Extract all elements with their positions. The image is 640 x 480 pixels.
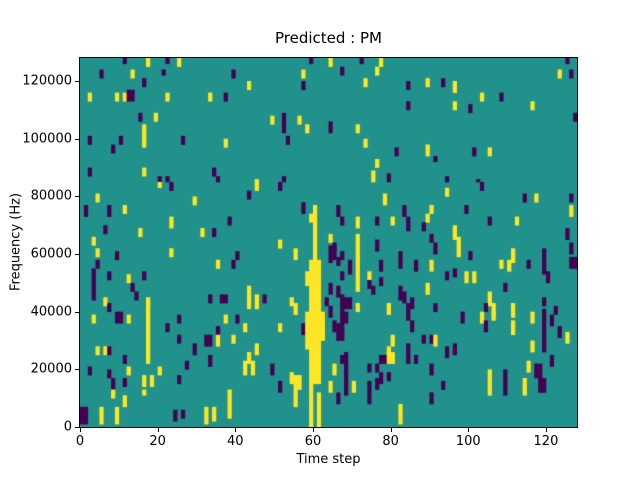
plot-area (79, 57, 578, 428)
x-tick-label: 100 (455, 434, 481, 449)
x-tick-label: 20 (149, 434, 166, 449)
y-tick-label: 60000 (30, 246, 72, 262)
y-tick-label: 80000 (30, 188, 72, 204)
x-tick-label: 120 (533, 434, 559, 449)
x-tick-mark (80, 428, 81, 432)
y-tick-mark (75, 81, 79, 83)
x-tick-label: 40 (227, 434, 244, 449)
x-tick-mark (312, 428, 314, 432)
x-tick-label: 60 (304, 434, 322, 449)
y-axis-label-text: Frequency (Hz) (8, 192, 24, 292)
y-tick-mark (75, 369, 79, 371)
y-tick-label: 40000 (30, 304, 72, 320)
y-tick-label: 0 (63, 419, 72, 435)
y-tick-mark (75, 427, 79, 428)
x-tick-mark (545, 428, 547, 432)
x-tick-mark (390, 428, 392, 432)
x-tick-mark (235, 428, 237, 432)
y-tick-label: 100000 (22, 131, 72, 147)
heatmap-canvas (80, 58, 577, 427)
x-axis-label: Time step (296, 452, 361, 467)
y-tick-label: 20000 (30, 361, 72, 377)
x-tick-label: 0 (75, 434, 85, 449)
x-tick-mark (157, 428, 159, 432)
y-tick-mark (75, 138, 79, 140)
y-tick-mark (75, 254, 79, 256)
x-tick-mark (468, 428, 470, 432)
plot-title: Predicted : PM (275, 29, 382, 47)
y-tick-mark (75, 196, 79, 198)
y-tick-label: 120000 (22, 73, 72, 89)
y-tick-mark (75, 311, 79, 313)
x-tick-label: 80 (382, 434, 399, 449)
